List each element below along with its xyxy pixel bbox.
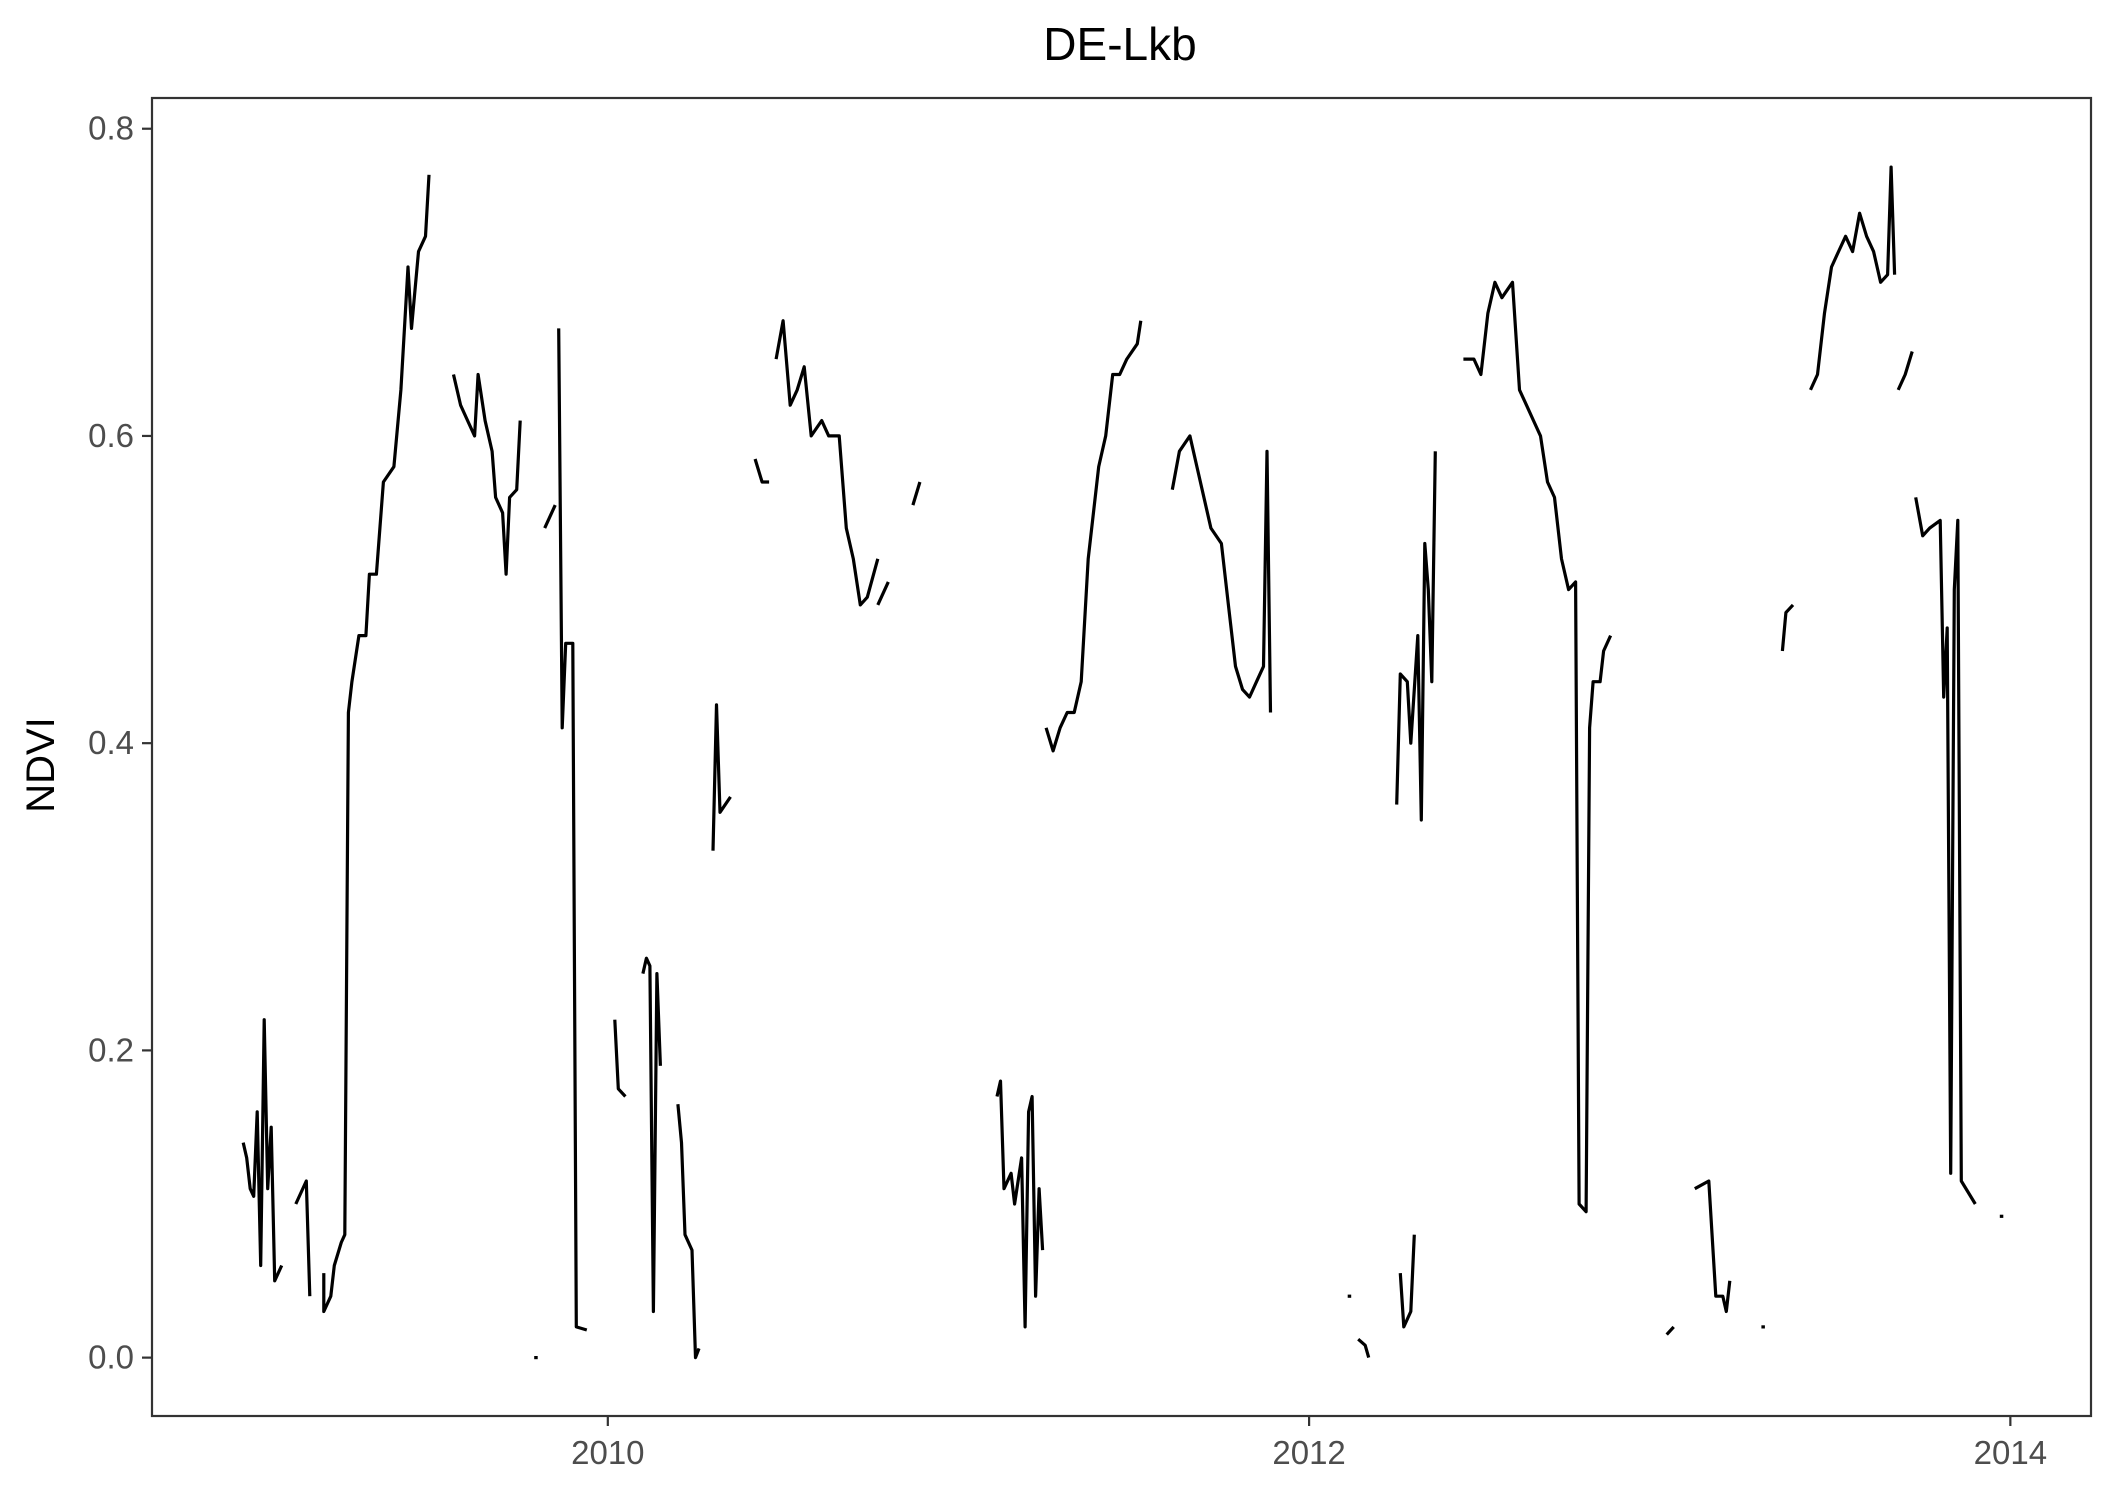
ndvi-line-segment-26 (1780, 603, 1795, 652)
y-tick-label-0.8: 0.8 (88, 110, 134, 147)
ndvi-line-segment-19 (1357, 1337, 1371, 1359)
ndvi-line-segment-0 (241, 1018, 284, 1283)
y-tick-label-0.0: 0.0 (88, 1339, 134, 1376)
ndvi-line-segment-14 (911, 481, 922, 506)
ndvi-line-segment-28 (1896, 351, 1914, 391)
chart-title: DE-Lkb (1043, 18, 1196, 70)
ndvi-line-segment-22 (1463, 280, 1613, 1214)
x-axis: 2010 2012 2014 (571, 1416, 2047, 1471)
ndvi-line-segment-23 (1665, 1325, 1675, 1336)
ndvi-line-segment-17 (1170, 434, 1273, 713)
ndvi-line-segment-24 (1694, 1179, 1732, 1314)
ndvi-line-segment-16 (1044, 320, 1143, 753)
x-tick-label-2014: 2014 (1974, 1434, 2047, 1471)
ndvi-line-segment-2 (322, 174, 431, 1314)
ndvi-line-segment-6 (557, 328, 588, 1332)
y-axis-label: NDVI (19, 717, 63, 813)
y-tick-label-0.4: 0.4 (88, 724, 134, 761)
ndvi-line-segment-10 (711, 703, 732, 851)
x-tick-label-2010: 2010 (571, 1434, 644, 1471)
y-tick-label-0.2: 0.2 (88, 1031, 134, 1068)
ndvi-line-segment-21 (1398, 1234, 1416, 1329)
ndvi-line-segment-11 (753, 458, 770, 484)
y-tick-label-0.6: 0.6 (88, 417, 134, 454)
ndvi-line-segment-9 (676, 1104, 701, 1360)
ndvi-line-segment-15 (995, 1079, 1045, 1329)
ndvi-line-segment-3 (451, 372, 522, 576)
x-tick-label-2012: 2012 (1272, 1434, 1345, 1471)
y-axis: 0.0 0.2 0.4 0.6 0.8 (88, 110, 152, 1376)
ndvi-line-segment-12 (774, 319, 880, 607)
ndvi-line-segment-5 (543, 504, 557, 529)
ndvi-series (241, 165, 2004, 1360)
plot-panel-border (150, 96, 2093, 1418)
ndvi-line-segment-13 (876, 581, 890, 606)
ndvi-line-segment-27 (1809, 165, 1897, 391)
ndvi-line-segment-1 (294, 1179, 312, 1297)
ndvi-line-segment-20 (1395, 451, 1437, 822)
ndvi-line-segment-7 (613, 1019, 627, 1098)
ndvi-line-segment-8 (641, 956, 662, 1314)
ndvi-line-segment-29 (1914, 497, 1977, 1205)
